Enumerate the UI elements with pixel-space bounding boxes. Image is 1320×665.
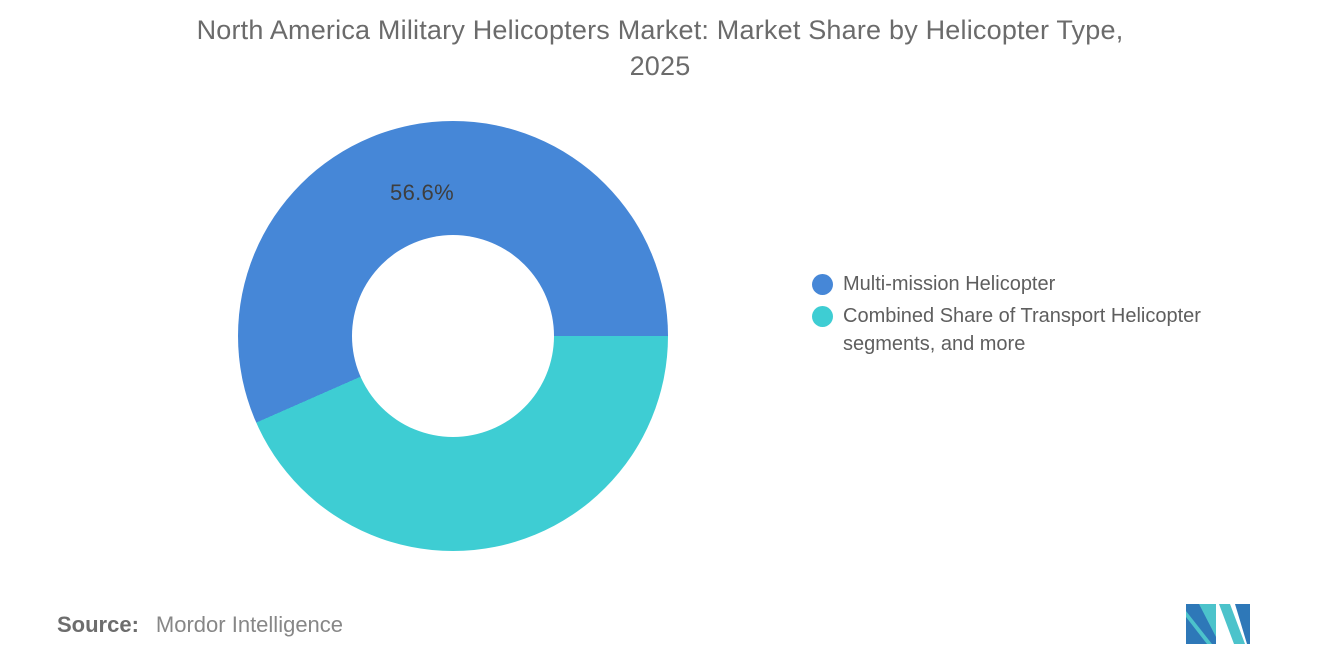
legend-item-transport-combined[interactable]: Combined Share of Transport Helicopter s…: [812, 302, 1273, 358]
mordor-intelligence-logo-icon: [1186, 604, 1250, 644]
legend-swatch-circle-icon: [812, 306, 833, 327]
legend-label: Multi-mission Helicopter: [843, 273, 1056, 295]
donut-hole: [352, 235, 554, 437]
source-value: Mordor Intelligence: [155, 612, 344, 637]
legend-swatch-circle-icon: [812, 274, 833, 295]
source-line: Source: Mordor Intelligence: [57, 612, 343, 638]
chart-title-line1: North America Military Helicopters Marke…: [196, 15, 1124, 45]
legend: Multi-mission Helicopter Combined Share …: [812, 270, 1273, 358]
chart-title: North America Military Helicopters Marke…: [0, 12, 1320, 84]
donut-chart[interactable]: 56.6%: [238, 121, 668, 551]
legend-item-multi-mission[interactable]: Multi-mission Helicopter: [812, 270, 1273, 298]
source-label: Source:: [57, 612, 139, 637]
chart-title-line2: 2025: [629, 51, 691, 81]
legend-label: Combined Share of Transport Helicopter s…: [843, 305, 1201, 355]
slice-data-label: 56.6%: [390, 180, 454, 205]
